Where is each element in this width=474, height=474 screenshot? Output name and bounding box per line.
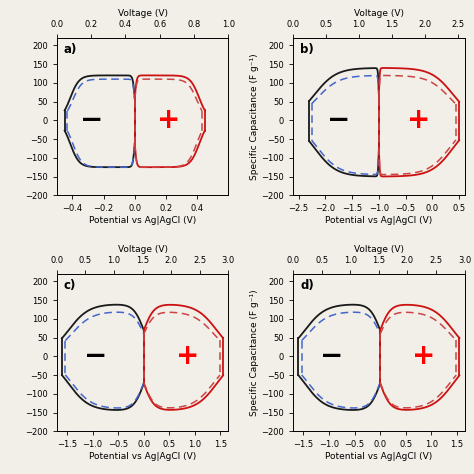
X-axis label: Potential vs Ag|AgCl (V): Potential vs Ag|AgCl (V): [89, 452, 196, 461]
Y-axis label: Specific Capacitance (F g⁻¹): Specific Capacitance (F g⁻¹): [250, 53, 259, 180]
Text: +: +: [407, 106, 431, 134]
Text: −: −: [80, 106, 103, 134]
X-axis label: Voltage (V): Voltage (V): [354, 245, 404, 254]
Text: c): c): [64, 279, 76, 292]
X-axis label: Voltage (V): Voltage (V): [118, 9, 167, 18]
Text: a): a): [64, 43, 77, 55]
Text: +: +: [157, 106, 181, 134]
X-axis label: Potential vs Ag|AgCl (V): Potential vs Ag|AgCl (V): [89, 216, 196, 225]
Text: −: −: [83, 342, 107, 370]
X-axis label: Potential vs Ag|AgCl (V): Potential vs Ag|AgCl (V): [325, 216, 432, 225]
Text: +: +: [175, 342, 199, 370]
X-axis label: Voltage (V): Voltage (V): [118, 245, 167, 254]
Text: b): b): [300, 43, 314, 55]
X-axis label: Potential vs Ag|AgCl (V): Potential vs Ag|AgCl (V): [325, 452, 432, 461]
X-axis label: Voltage (V): Voltage (V): [354, 9, 404, 18]
Y-axis label: Specific Capacitance (F g⁻¹): Specific Capacitance (F g⁻¹): [250, 289, 259, 416]
Text: −: −: [320, 342, 343, 370]
Text: −: −: [327, 106, 350, 134]
Text: d): d): [300, 279, 314, 292]
Text: +: +: [412, 342, 435, 370]
